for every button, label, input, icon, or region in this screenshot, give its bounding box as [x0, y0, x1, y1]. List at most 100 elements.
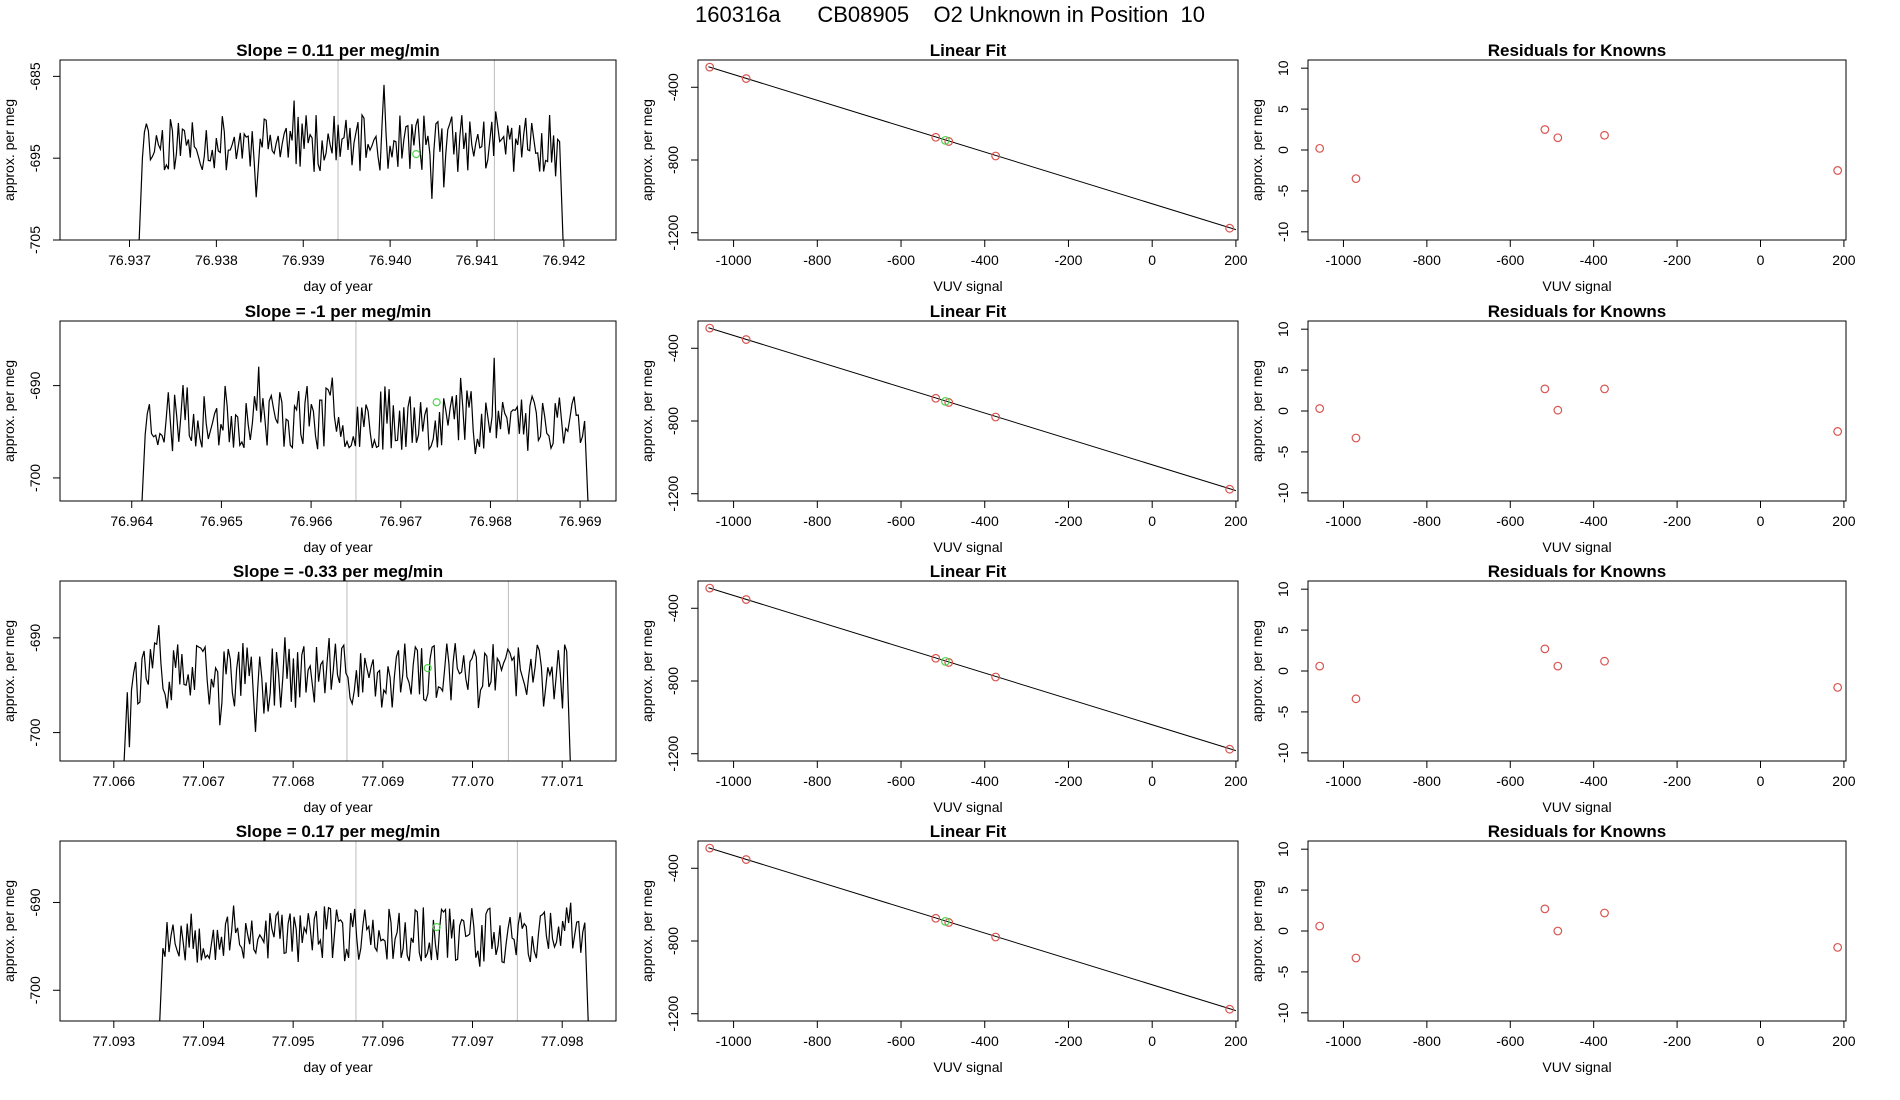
y-tick-label: 0	[1275, 146, 1291, 154]
unknown-mean-point	[412, 149, 421, 159]
known-standard-point	[705, 583, 715, 593]
x-tick-label: 76.966	[290, 513, 333, 529]
plot-area	[705, 323, 1237, 494]
x-axis-label: day of year	[303, 1059, 373, 1075]
x-tick-label: -200	[1663, 252, 1691, 268]
y-axis-label: approx. per meg	[1, 360, 17, 462]
x-tick-label: 76.942	[542, 252, 585, 268]
plot-frame	[1307, 840, 1847, 1022]
x-tick-label: 200	[1224, 773, 1248, 789]
plot-frame	[1307, 59, 1847, 241]
main-title: 160316a CB08905 O2 Unknown in Position 1…	[695, 2, 1205, 27]
measurement-trace	[141, 357, 589, 501]
x-tick-label: 76.939	[282, 252, 325, 268]
plot-frame	[1307, 320, 1847, 502]
panel-title: Residuals for Knowns	[1488, 302, 1667, 321]
y-axis-label: approx. per meg	[1, 99, 17, 201]
x-tick-label: 0	[1757, 773, 1765, 789]
plot-frame	[1307, 580, 1847, 762]
y-tick-label: -700	[27, 464, 43, 492]
y-tick-label: 10	[1275, 841, 1291, 857]
known-standard-point	[741, 855, 751, 864]
residual-point	[1600, 130, 1609, 140]
panel-linear-fit-row-2: Linear Fit VUV signal approx. per meg -1000…	[639, 302, 1248, 555]
known-standard-point	[705, 843, 715, 853]
plot-frame	[59, 59, 617, 241]
x-tick-label: -1000	[1326, 252, 1362, 268]
x-tick-label: -800	[1413, 513, 1441, 529]
x-tick-label: -800	[803, 1033, 831, 1049]
residual-point	[1315, 404, 1325, 413]
x-tick-label: 76.969	[559, 513, 602, 529]
x-axis-label: VUV signal	[1542, 539, 1611, 555]
panel-title: Slope = -1 per meg/min	[245, 302, 432, 321]
x-tick-label: 200	[1224, 513, 1248, 529]
residual-point	[1833, 166, 1843, 175]
panel-title: Slope = 0.11 per meg/min	[236, 41, 440, 60]
x-tick-label: 200	[1832, 252, 1856, 268]
panel-time-series-row-4: Slope = 0.17 per meg/min day of year appro…	[1, 822, 617, 1075]
x-axis-label: VUV signal	[933, 278, 1002, 294]
y-tick-label: -1200	[665, 736, 681, 772]
panel-title: Linear Fit	[930, 562, 1007, 581]
x-tick-label: 77.068	[272, 773, 315, 789]
known-standard-point	[741, 335, 751, 344]
y-tick-label: -400	[665, 594, 681, 622]
x-tick-label: 0	[1757, 513, 1765, 529]
residual-point	[1540, 644, 1550, 654]
plot-frame	[59, 320, 617, 502]
x-tick-label: -600	[887, 513, 915, 529]
y-tick-label: -800	[665, 927, 681, 955]
y-axis-label: approx. per meg	[639, 99, 655, 201]
x-tick-label: -600	[1496, 1033, 1524, 1049]
x-tick-label: 0	[1148, 513, 1156, 529]
y-axis-label: approx. per meg	[1249, 620, 1265, 722]
plot-frame	[697, 580, 1239, 762]
y-tick-label: -5	[1275, 184, 1291, 197]
residual-point	[1540, 904, 1550, 914]
panel-time-series-row-1: Slope = 0.11 per meg/min day of year appro…	[1, 41, 617, 294]
y-tick-label: -400	[665, 334, 681, 362]
known-standard-point	[991, 932, 1001, 942]
x-tick-label: -1000	[716, 513, 752, 529]
known-standard-point	[1225, 744, 1235, 754]
x-tick-label: 76.968	[469, 513, 512, 529]
x-axis-label: day of year	[303, 799, 373, 815]
y-tick-label: 10	[1275, 321, 1291, 337]
x-tick-label: -600	[1496, 513, 1524, 529]
measurement-trace	[159, 902, 589, 1021]
x-tick-label: 77.069	[361, 773, 404, 789]
panel-linear-fit-row-3: Linear Fit VUV signal approx. per meg -1000…	[639, 562, 1248, 815]
y-axis-label: approx. per meg	[1249, 99, 1265, 201]
unknown-sample-point	[940, 916, 950, 926]
y-tick-label: -685	[27, 62, 43, 90]
residual-point	[1600, 384, 1609, 394]
x-tick-label: 77.097	[451, 1033, 494, 1049]
residual-point	[1600, 656, 1609, 666]
panel-residuals-row-1: Residuals for Knowns VUV signal approx. pe…	[1249, 41, 1856, 294]
panel-residuals-row-4: Residuals for Knowns VUV signal approx. pe…	[1249, 822, 1856, 1075]
y-tick-label: -700	[27, 718, 43, 746]
y-axis-label: approx. per meg	[1249, 360, 1265, 462]
y-tick-label: 5	[1275, 105, 1291, 113]
x-tick-label: 200	[1832, 513, 1856, 529]
x-tick-label: -800	[803, 773, 831, 789]
y-tick-label: -400	[665, 854, 681, 882]
fit-line	[708, 587, 1237, 752]
x-tick-label: 76.964	[110, 513, 153, 529]
x-tick-label: 77.096	[361, 1033, 404, 1049]
x-tick-label: -600	[887, 252, 915, 268]
x-tick-label: 200	[1832, 773, 1856, 789]
y-axis-label: approx. per meg	[639, 880, 655, 982]
x-tick-label: -1000	[716, 1033, 752, 1049]
panel-title: Residuals for Knowns	[1488, 822, 1667, 841]
x-tick-label: 76.937	[108, 252, 151, 268]
y-tick-label: 10	[1275, 60, 1291, 76]
plot-area	[159, 841, 589, 1021]
known-standard-point	[705, 323, 715, 333]
plot-area	[138, 60, 564, 240]
x-tick-label: -200	[1054, 252, 1082, 268]
unknown-sample-point	[940, 656, 950, 666]
residual-point	[1351, 953, 1361, 963]
